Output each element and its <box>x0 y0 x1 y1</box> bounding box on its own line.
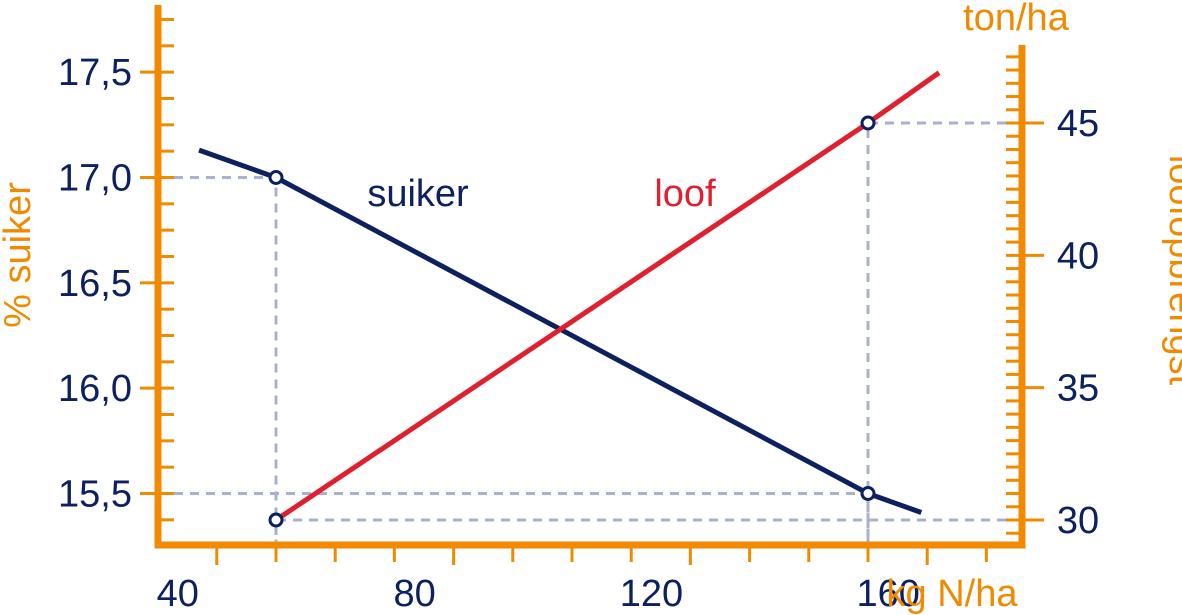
axes <box>140 5 1044 565</box>
data-point-suiker-1 <box>860 486 876 501</box>
x-tick-label: 120 <box>620 573 683 615</box>
right-tick-label: 30 <box>1057 500 1099 542</box>
right-tick-label: 45 <box>1057 103 1099 145</box>
x-tick-label: 160 <box>856 573 919 615</box>
right-tick-label: 35 <box>1057 368 1099 410</box>
right-tick-label: 40 <box>1057 235 1099 277</box>
left-tick-label: 16,0 <box>58 368 132 410</box>
series-line-loof <box>274 70 941 523</box>
guide-line-right-3 <box>274 518 1022 545</box>
left-axis-title: % suiker <box>0 182 39 328</box>
x-tick-label: 40 <box>157 573 199 615</box>
guide-line-left-0 <box>158 176 278 545</box>
right-axis-unit: ton/ha <box>963 0 1070 39</box>
left-tick-label: 17,5 <box>58 52 132 94</box>
left-tick-label: 15,5 <box>58 474 132 516</box>
left-tick-label: 17,0 <box>58 158 132 200</box>
x-axis-title: kg N/ha <box>887 573 1019 615</box>
series-lines <box>198 70 941 528</box>
x-tick-label: 80 <box>393 573 435 615</box>
data-point-loof-1 <box>860 115 876 131</box>
guide-line-right-2 <box>866 121 1022 545</box>
series-label-loof: loof <box>654 173 716 215</box>
left-tick-label: 16,5 <box>58 263 132 305</box>
data-point-loof-0 <box>268 512 284 528</box>
right-axis-title: loofopbrengst <box>1161 155 1182 386</box>
data-point-suiker-0 <box>268 170 284 185</box>
series-label-suiker: suiker <box>367 173 469 215</box>
series-line-suiker <box>198 147 923 515</box>
